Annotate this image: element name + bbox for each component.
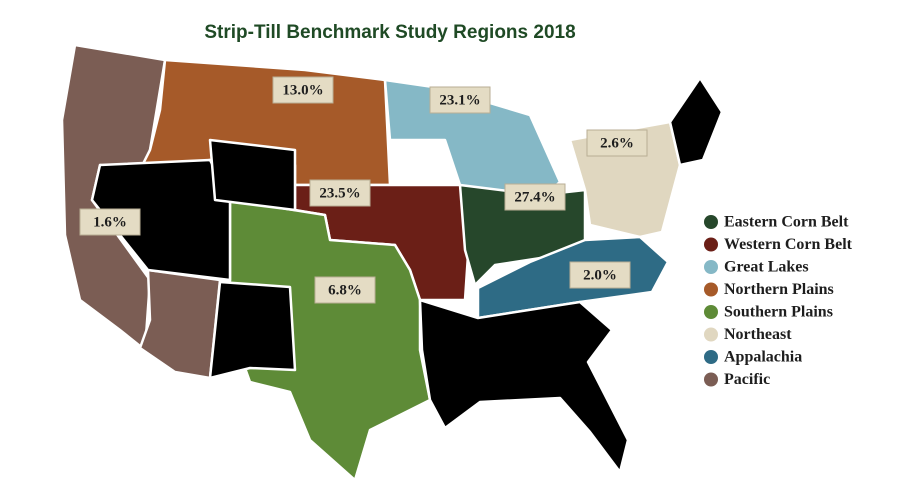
legend-swatch — [704, 282, 718, 297]
legend-label: Great Lakes — [724, 259, 809, 276]
state-wy — [208, 138, 297, 212]
legend-swatch — [704, 372, 718, 387]
legend-swatch — [704, 215, 718, 229]
states — [60, 43, 724, 482]
callout-label: 23.1% — [439, 92, 480, 108]
callout-label: 6.8% — [328, 282, 362, 298]
callout-box — [79, 208, 141, 236]
callout-label: 2.6% — [600, 135, 634, 151]
map-title: Strip-Till Benchmark Study Regions 2018 — [204, 22, 575, 43]
legend-label: Pacific — [724, 371, 770, 388]
callout-box — [504, 183, 566, 211]
callout-box — [586, 129, 648, 157]
legend-label: Northern Plains — [724, 281, 834, 298]
callout-label: 23.5% — [319, 185, 360, 201]
callout-label: 1.6% — [93, 214, 127, 230]
callout-box — [429, 86, 491, 114]
state-nm — [208, 280, 297, 380]
legend-label: Eastern Corn Belt — [724, 214, 849, 231]
callout-label: 27.4% — [514, 189, 555, 205]
legend-label: Northeast — [724, 326, 792, 343]
legend-swatch — [704, 327, 718, 342]
callout-label: 13.0% — [282, 82, 323, 98]
callout-box — [314, 276, 376, 304]
state-new-england — [668, 76, 724, 167]
callout-box — [309, 179, 371, 207]
callout-box — [569, 261, 631, 289]
callout-label: 2.0% — [583, 267, 617, 283]
legend-swatch — [704, 305, 718, 319]
legend-swatch — [704, 237, 718, 252]
region-pacific — [138, 268, 222, 380]
legend-swatch — [704, 350, 718, 364]
legend-label: Western Corn Belt — [724, 236, 853, 253]
legend-swatch — [704, 260, 718, 274]
legend-label: Appalachia — [724, 349, 802, 366]
state-nv-ut — [90, 158, 232, 282]
legend-label: Southern Plains — [724, 304, 833, 321]
state-south — [418, 298, 630, 474]
callout-box — [272, 76, 334, 104]
